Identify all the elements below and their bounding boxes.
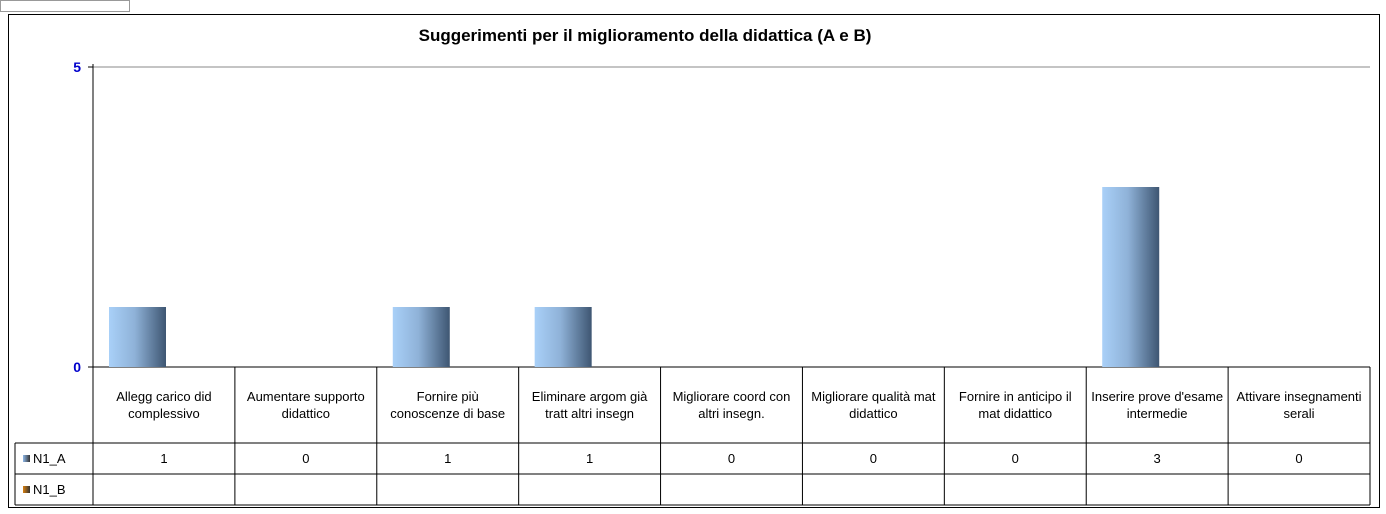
table-value [661, 474, 803, 505]
legend-label: N1_B [33, 482, 66, 497]
table-value: 1 [585, 451, 594, 466]
x-tick-label: Inserire prove d'esame intermedie [1091, 389, 1224, 421]
table-value: 1 [444, 451, 452, 466]
table-value: 0 [869, 451, 877, 466]
x-tick-label: Eliminare argom già tratt altri insegn [531, 389, 648, 421]
table-value: 0 [1295, 451, 1303, 466]
chart-title: Suggerimenti per il miglioramento della … [419, 26, 872, 45]
bar [534, 307, 592, 367]
table-value [519, 474, 661, 505]
legend-entry: N1_A [15, 443, 93, 474]
table-value: 1 [160, 451, 168, 466]
table-value: 0 [302, 451, 310, 466]
x-tick-label: Migliorare coord con altri insegn. [672, 389, 791, 421]
table-value [1228, 474, 1370, 505]
table-value: 3 [1153, 451, 1161, 466]
table-value [802, 474, 944, 505]
x-tick-label: Aumentare supporto didattico [246, 389, 365, 421]
table-value [1086, 474, 1228, 505]
legend-entry: N1_B [15, 474, 93, 505]
x-tick-label: Fornire più conoscenze di base [390, 389, 506, 421]
table-value [235, 474, 377, 505]
legend-key [23, 455, 30, 462]
table-value [93, 474, 235, 505]
bar [392, 307, 450, 367]
x-tick-label: Allegg carico did complessivo [116, 389, 212, 421]
bar [109, 307, 166, 367]
legend-label: N1_A [33, 451, 66, 466]
table-value: 0 [727, 451, 736, 466]
x-tick-label: Fornire in anticipo il mat didattico [958, 389, 1072, 421]
x-tick-label: Migliorare qualità mat didattico [811, 389, 936, 421]
bar [1102, 187, 1160, 367]
table-value: 0 [1011, 451, 1019, 466]
table-value [944, 474, 1086, 505]
y-tick-label: 0 [73, 359, 81, 375]
table-value [377, 474, 519, 505]
tab [0, 0, 130, 12]
y-tick-label: 5 [73, 59, 81, 75]
legend-key [23, 486, 30, 493]
x-tick-label: Attivare insegnamenti serali [1236, 389, 1362, 421]
